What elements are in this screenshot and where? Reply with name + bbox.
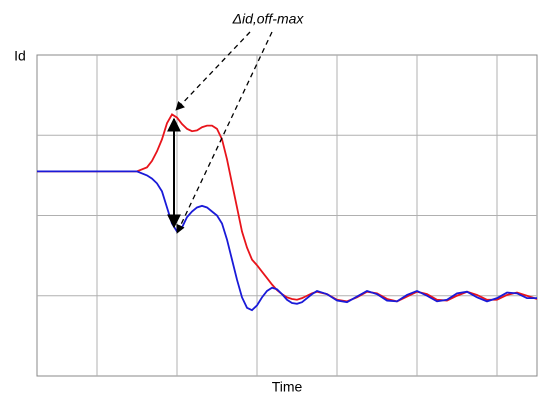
arrow	[176, 31, 273, 234]
y-axis-label: Id	[14, 48, 26, 64]
annotation-arrows	[167, 31, 273, 234]
series-line	[37, 113, 538, 303]
x-axis-label: Time	[272, 379, 303, 395]
arrow	[175, 31, 251, 111]
grid	[37, 55, 537, 376]
series-line	[37, 170, 537, 312]
lines	[37, 113, 538, 312]
annotation: Δid,off-max	[232, 11, 305, 27]
